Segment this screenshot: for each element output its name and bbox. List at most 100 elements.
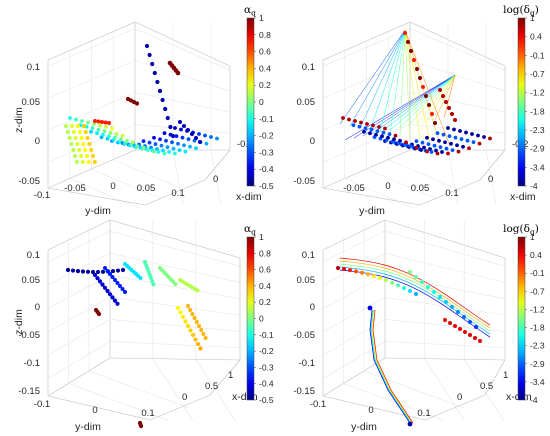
data-point <box>125 138 129 143</box>
data-point <box>146 148 150 152</box>
data-point <box>186 128 190 132</box>
data-point <box>470 132 474 136</box>
data-point <box>93 119 97 123</box>
data-point <box>476 133 480 138</box>
z-tick-label: 0.05 <box>22 275 41 286</box>
grid-line <box>47 28 231 71</box>
data-point <box>156 150 161 154</box>
x-tick-label: -0.2 <box>237 139 253 150</box>
data-point <box>103 120 108 125</box>
data-point <box>147 140 152 145</box>
data-point <box>107 121 111 125</box>
connector-line <box>339 29 406 125</box>
data-point <box>115 281 120 285</box>
box-edge <box>109 357 241 361</box>
x-tick-label: 0 <box>182 392 187 403</box>
data-point <box>97 279 103 284</box>
data-point <box>178 120 182 124</box>
data-point <box>73 154 77 158</box>
data-point <box>161 148 165 153</box>
data-point <box>176 141 180 146</box>
colorbar-tick-label: 0.8 <box>259 30 271 40</box>
colorbar-tick-label: 1 <box>259 13 264 23</box>
data-point <box>430 112 434 116</box>
y-tick-label: 0 <box>92 405 97 416</box>
data-point <box>427 103 431 107</box>
data-point <box>89 148 94 152</box>
data-point <box>432 143 437 148</box>
colorbar-tick-label: -0.1 <box>259 330 274 340</box>
points-top-right <box>339 29 492 156</box>
colorbar-tick-label: -0.3 <box>259 362 274 372</box>
connector-line <box>349 29 406 127</box>
data-point <box>359 120 363 125</box>
data-point <box>488 136 492 141</box>
colorbar-tick-label: -0.1 <box>259 114 274 124</box>
grid-line <box>322 28 506 71</box>
data-point <box>179 127 183 132</box>
points-bottom-right <box>336 257 491 427</box>
data-point <box>82 124 86 128</box>
data-point <box>467 146 471 151</box>
data-point <box>342 267 346 272</box>
data-point <box>438 88 442 92</box>
box-edge <box>134 21 231 67</box>
data-point <box>408 144 413 149</box>
data-point <box>115 268 121 273</box>
x-tick-label: 1 <box>503 370 508 381</box>
data-point <box>89 129 93 134</box>
data-point <box>468 333 472 337</box>
panel-top-right: -0.0500.050.1-0.0500.050.1-0.20y-dimx-di… <box>293 4 545 217</box>
data-point <box>96 119 101 124</box>
data-point <box>341 116 345 120</box>
data-point <box>123 290 127 294</box>
data-point <box>425 135 429 140</box>
colorbar-tick-label: -3.4 <box>530 377 545 387</box>
data-point <box>482 135 486 139</box>
data-point <box>92 122 96 126</box>
floor-edge <box>47 187 146 206</box>
z-tick-label: 0 <box>310 136 315 147</box>
y-tick-label: 0.1 <box>171 188 184 199</box>
data-point <box>447 134 452 139</box>
data-point <box>458 129 462 133</box>
data-point <box>101 132 105 137</box>
data-point <box>175 70 181 76</box>
data-point <box>173 282 178 287</box>
data-point <box>198 346 203 351</box>
data-point <box>77 130 82 134</box>
data-point <box>453 135 458 140</box>
data-point <box>371 123 375 128</box>
z-tick-label: -0.05 <box>18 176 40 187</box>
data-point <box>415 67 419 71</box>
data-point <box>96 311 102 317</box>
grid-line <box>363 370 465 409</box>
data-point <box>444 100 448 104</box>
data-point <box>149 145 153 150</box>
data-point <box>134 101 140 106</box>
data-point <box>203 133 207 138</box>
data-point <box>474 325 478 329</box>
data-point <box>426 285 430 289</box>
data-point <box>100 269 106 274</box>
data-point <box>183 149 188 154</box>
data-point <box>75 142 80 146</box>
data-point <box>209 135 213 139</box>
data-point <box>414 275 418 279</box>
data-point <box>464 130 468 135</box>
z-tick-label: 0.1 <box>302 250 315 261</box>
data-point <box>347 117 351 122</box>
colorbar-tick-label: 0.4 <box>259 63 271 73</box>
floor-edge <box>424 394 486 421</box>
connector-line <box>380 74 456 133</box>
grid-line <box>322 230 506 267</box>
y-tick-label: -0.1 <box>34 190 50 201</box>
data-point <box>383 126 387 131</box>
connector-line <box>443 74 456 119</box>
trajectory-line <box>339 269 491 338</box>
data-point <box>175 305 181 311</box>
data-point <box>198 140 202 144</box>
grid-line <box>47 92 231 131</box>
data-point <box>380 134 384 139</box>
panel-bottom-left: -0.15 -0.1 -0.05 0 0.05 0.1 -0.1 0 0.1 0 0.5 1 z-dim… <box>13 219 274 433</box>
